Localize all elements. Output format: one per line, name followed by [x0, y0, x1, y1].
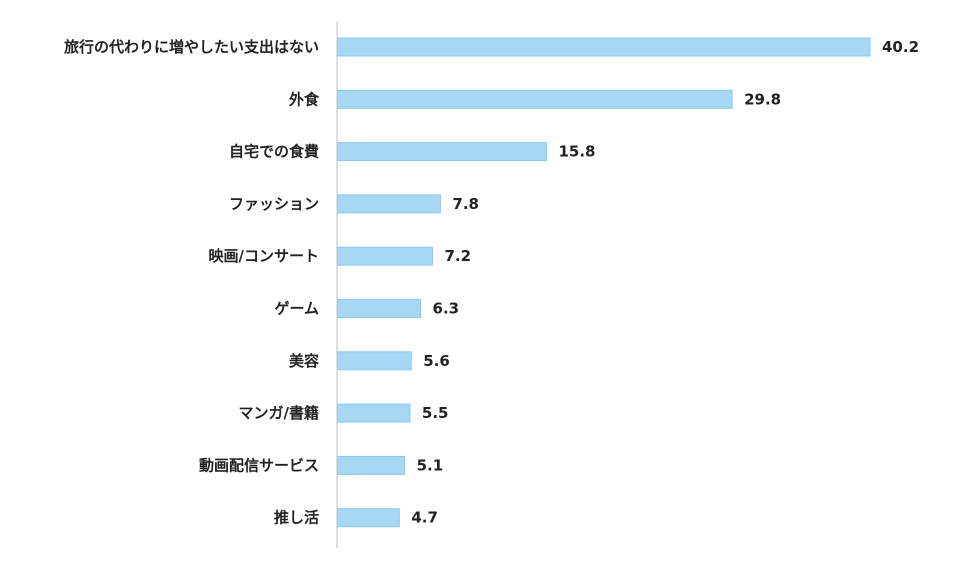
value-label-8: 5.1 [417, 456, 444, 474]
value-label-6: 5.6 [423, 352, 450, 370]
category-label-6: 美容 [289, 352, 319, 370]
bar-6 [336, 351, 412, 371]
value-label-1: 29.8 [744, 90, 781, 108]
category-label-5: ゲーム [274, 300, 319, 318]
category-label-7: マンガ/書籍 [239, 404, 319, 422]
category-label-0: 旅行の代わりに増やしたい支出はない [64, 38, 319, 56]
bar-8 [336, 455, 406, 475]
category-label-4: 映画/コンサート [209, 247, 319, 265]
value-label-4: 7.2 [444, 247, 471, 265]
bar-5 [336, 299, 422, 318]
category-labels-layer: 旅行の代わりに増やしたい支出はない外食自宅での食費ファッション映画/コンサートゲ… [64, 38, 320, 527]
bar-0 [336, 37, 871, 57]
category-label-9: 推し活 [274, 509, 319, 527]
bar-4 [336, 246, 433, 266]
value-labels-layer: 40.2 29.8 15.8 7.8 7.2 6.3 5.6 5.5 5.1 4.7 [411, 38, 919, 527]
value-label-7: 5.5 [422, 404, 449, 422]
value-label-0: 40.2 [882, 38, 919, 56]
value-label-3: 7.8 [452, 195, 479, 213]
category-label-2: 自宅での食費 [229, 143, 319, 161]
bar-1 [336, 89, 733, 109]
category-label-1: 外食 [288, 90, 320, 108]
bars-layer [336, 37, 871, 528]
value-label-5: 6.3 [433, 300, 460, 318]
bar-3 [336, 194, 441, 214]
value-label-9: 4.7 [411, 509, 438, 527]
bar-2 [336, 142, 547, 162]
category-label-3: ファッション [229, 195, 319, 213]
value-label-2: 15.8 [558, 143, 595, 161]
bar-7 [336, 403, 411, 423]
category-label-8: 動画配信サービス [199, 456, 319, 474]
bar-9 [336, 508, 400, 528]
